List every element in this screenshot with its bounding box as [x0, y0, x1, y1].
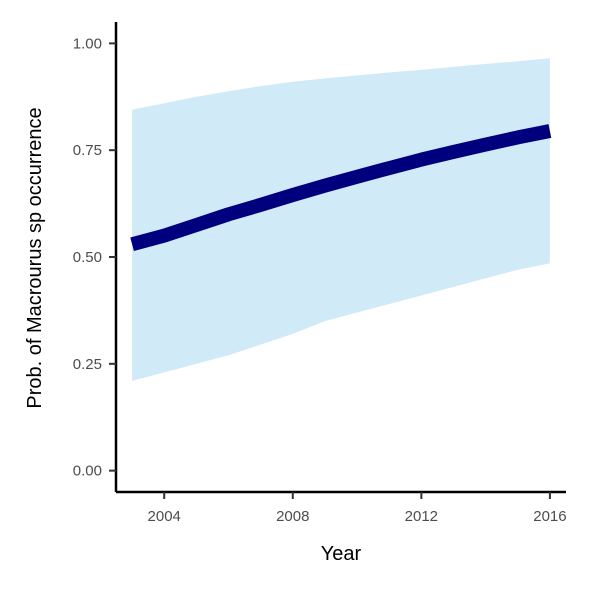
- x-tick-label: 2008: [276, 508, 309, 525]
- fitted-line-0: [130, 124, 552, 251]
- x-axis: 2004 2008 2012 2016: [116, 490, 567, 525]
- x-tick-label: 2004: [148, 508, 181, 525]
- y-tick-label: 0.75: [73, 142, 102, 159]
- confidence-band-0: [132, 58, 550, 381]
- y-tick-label: 1.00: [73, 35, 102, 52]
- x-tick-label: 2012: [405, 508, 438, 525]
- x-axis-title: Year: [321, 543, 362, 565]
- plot-area: [130, 58, 552, 381]
- y-axis-title: Prob. of Macrourus sp occurrence: [24, 107, 46, 408]
- x-tick-label: 2016: [533, 508, 566, 525]
- y-tick-label: 0.00: [73, 463, 102, 480]
- y-axis: 0.00 0.25 0.50 0.75 1.00: [73, 22, 118, 492]
- y-tick-label: 0.50: [73, 249, 102, 266]
- y-tick-label: 0.25: [73, 356, 102, 373]
